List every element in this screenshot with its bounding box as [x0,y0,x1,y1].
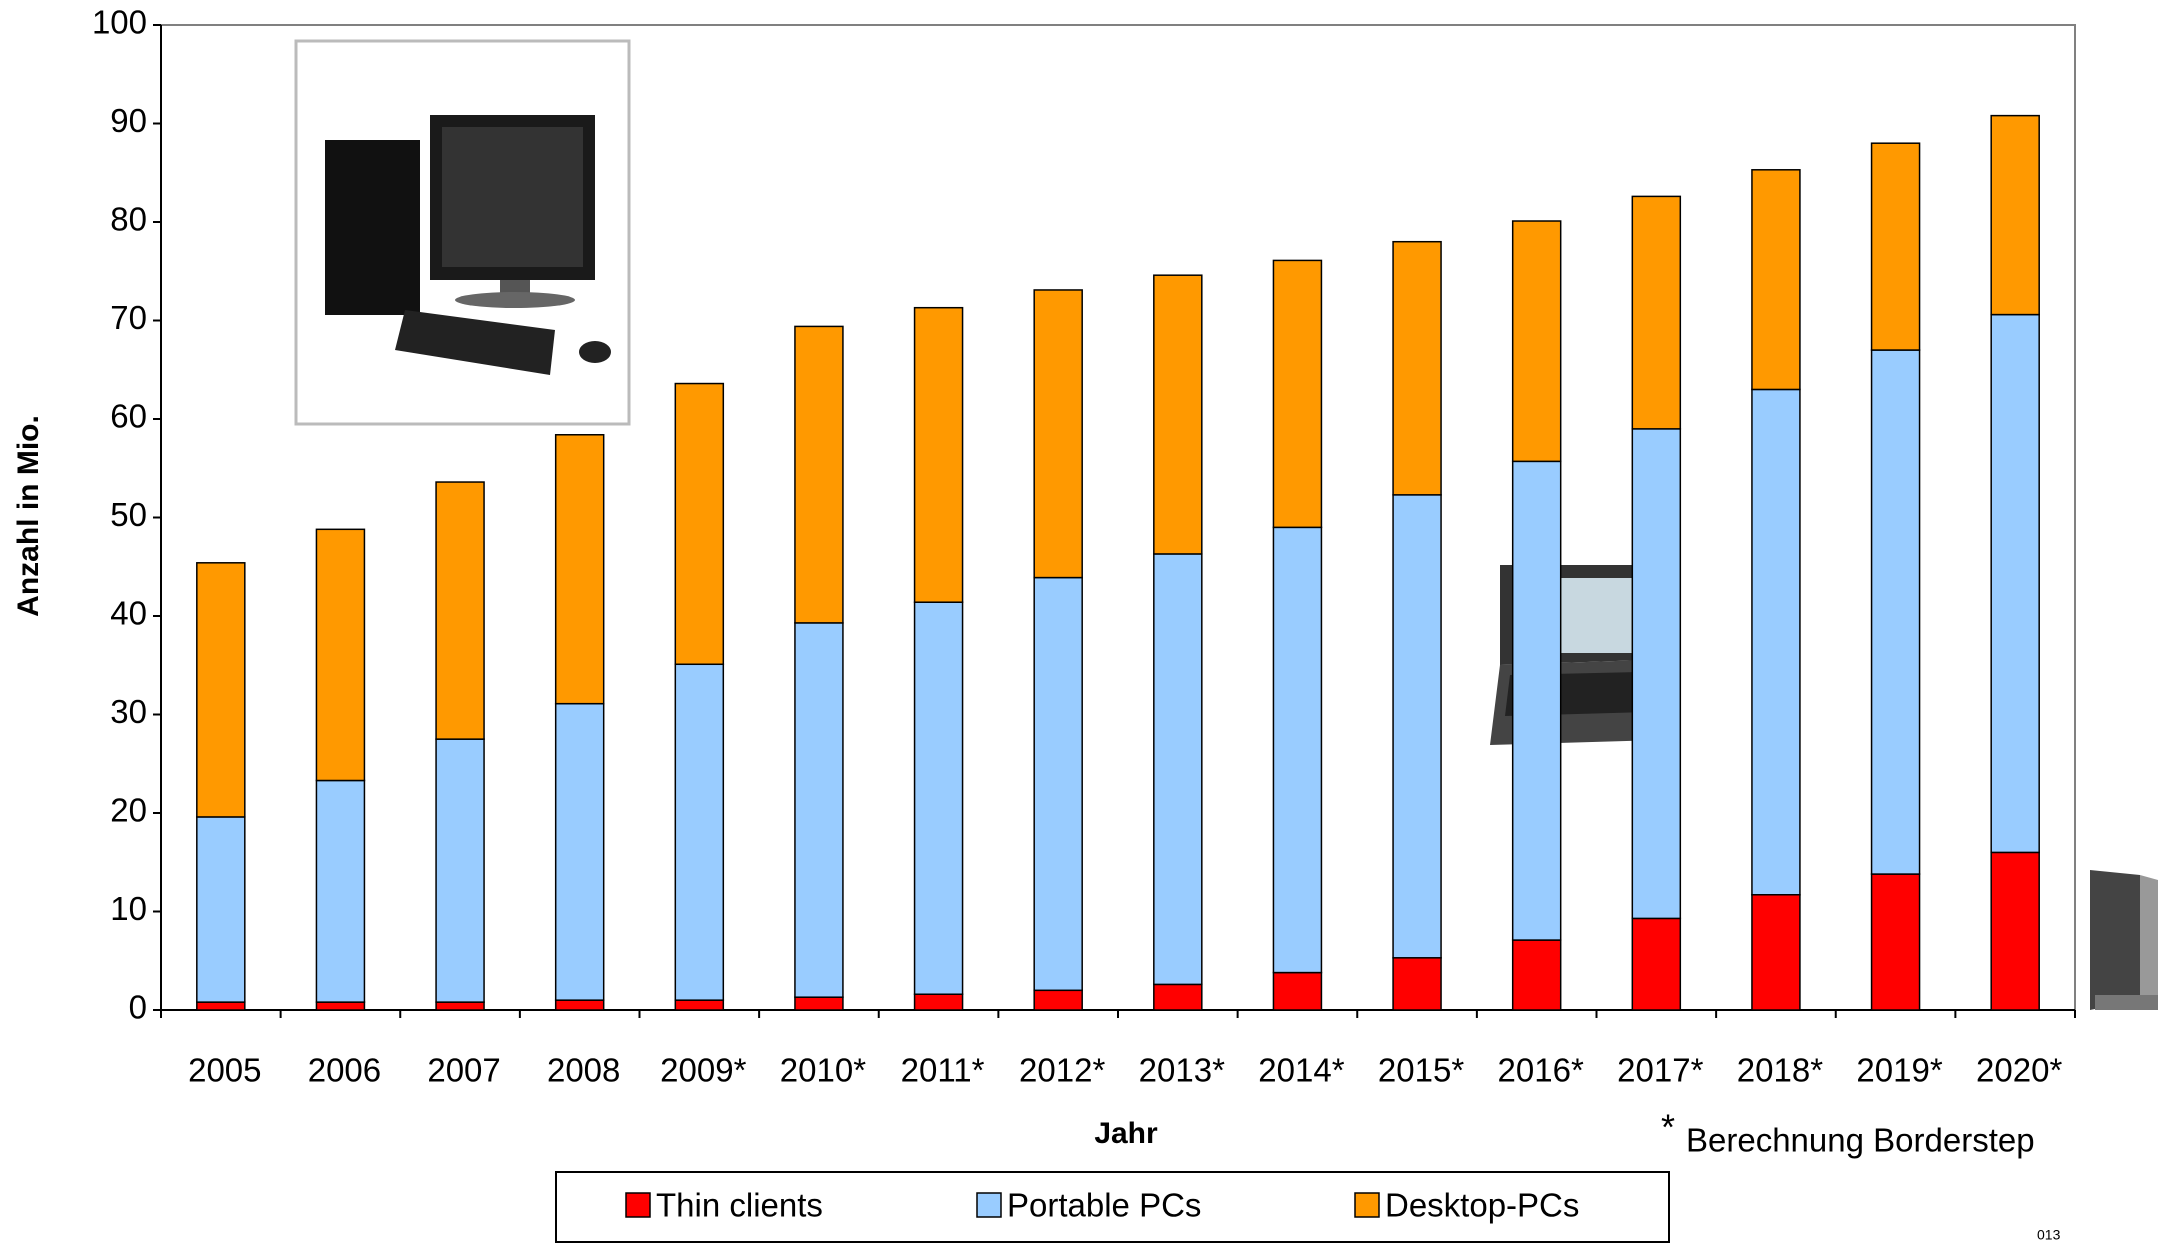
bar-segment [435,738,485,1003]
bar-segment [1990,114,2040,316]
y-axis-title: Anzahl in Mio. [12,415,45,617]
bar-segment [1153,553,1203,986]
x-tick-label: 2015* [1378,1052,1464,1089]
y-tick-label: 80 [110,201,147,238]
x-tick-label: 2007 [427,1052,500,1089]
bar-segment [1511,460,1562,941]
bar-segment [1392,494,1442,959]
y-tick-label: 100 [92,4,147,41]
bar-segment [1033,989,1083,1011]
y-tick-label: 0 [129,989,147,1026]
bar-segment [554,434,605,705]
bar-segment [674,382,725,666]
bar-segment [1631,195,1682,430]
y-tick-label: 20 [110,792,147,829]
bar-segment [794,622,844,998]
x-tick-label: 2019* [1856,1052,1942,1089]
bar-segment [196,816,246,1003]
y-tick-label: 30 [110,693,147,730]
bar-segment [1511,220,1562,463]
bar-segment [913,306,964,603]
bar-segment [1990,851,2040,1011]
x-tick-label: 2006 [308,1052,381,1089]
bar-segment [794,996,844,1011]
x-axis-title: Jahr [1094,1117,1158,1150]
bar-segment [1153,274,1203,555]
x-tick-label: 2020* [1976,1052,2062,1089]
x-tick-label: 2012* [1019,1052,1105,1089]
thin-client-picture [2078,864,2158,1018]
bar-segment [554,702,605,1001]
legend-swatch [1354,1192,1380,1218]
bar-segment [913,601,964,995]
legend-box [555,1171,1670,1243]
bar-segment [1511,939,1562,1011]
page-number: 013 [2037,1227,2061,1243]
bar-segment [1153,983,1203,1011]
bar-segment [1392,957,1442,1011]
footnote-symbol: * [1661,1107,1675,1148]
x-tick-label: 2017* [1617,1052,1703,1089]
x-tick-label: 2014* [1258,1052,1344,1089]
y-tick-label: 90 [110,102,147,139]
bar-segment [1272,971,1323,1011]
bar-segment [1751,894,1801,1011]
x-tick-label: 2013* [1139,1052,1225,1089]
bar-segment [315,1001,366,1011]
bar-segment [1990,313,2040,854]
bar-segment [1392,240,1442,496]
bar-segment [196,1001,246,1011]
bar-segment [674,999,725,1011]
bar-segment [435,1001,485,1011]
y-tick-label: 10 [110,890,147,927]
x-tick-label: 2016* [1498,1052,1584,1089]
bar-segment [674,663,725,1001]
footnote-text: Berechnung Borderstep [1686,1122,2035,1159]
bar-segment [1870,873,1921,1011]
y-tick-label: 60 [110,398,147,435]
x-tick-label: 2008 [547,1052,620,1089]
bar-segment [554,999,605,1011]
bar-segment [1631,428,1682,920]
x-tick-label: 2018* [1737,1052,1823,1089]
bar-segment [1631,917,1682,1011]
bar-segment [1751,388,1801,896]
bar-segment [1033,576,1083,992]
x-tick-label: 2005 [188,1052,261,1089]
y-tick-label: 50 [110,496,147,533]
bar-segment [1870,142,1921,351]
desktop-picture [294,39,631,426]
y-tick-label: 40 [110,595,147,632]
bar-segment [315,528,366,782]
bar-segment [1033,289,1083,579]
bar-segment [196,562,246,818]
bar-segment [435,481,485,740]
bar-segment [1272,259,1323,529]
legend-swatch [625,1192,651,1218]
x-tick-label: 2010* [780,1052,866,1089]
bar-segment [794,325,844,624]
x-tick-label: 2011* [901,1052,985,1089]
bar-segment [1870,349,1921,875]
y-tick-label: 70 [110,299,147,336]
legend-label: Desktop-PCs [1385,1187,1579,1224]
x-tick-label: 2009* [660,1052,746,1089]
legend-label: Thin clients [656,1187,823,1224]
bar-segment [1272,526,1323,974]
legend-swatch [976,1192,1002,1218]
bar-segment [913,993,964,1011]
bar-segment [315,779,366,1003]
legend-label: Portable PCs [1007,1187,1201,1224]
bar-segment [1751,169,1801,391]
